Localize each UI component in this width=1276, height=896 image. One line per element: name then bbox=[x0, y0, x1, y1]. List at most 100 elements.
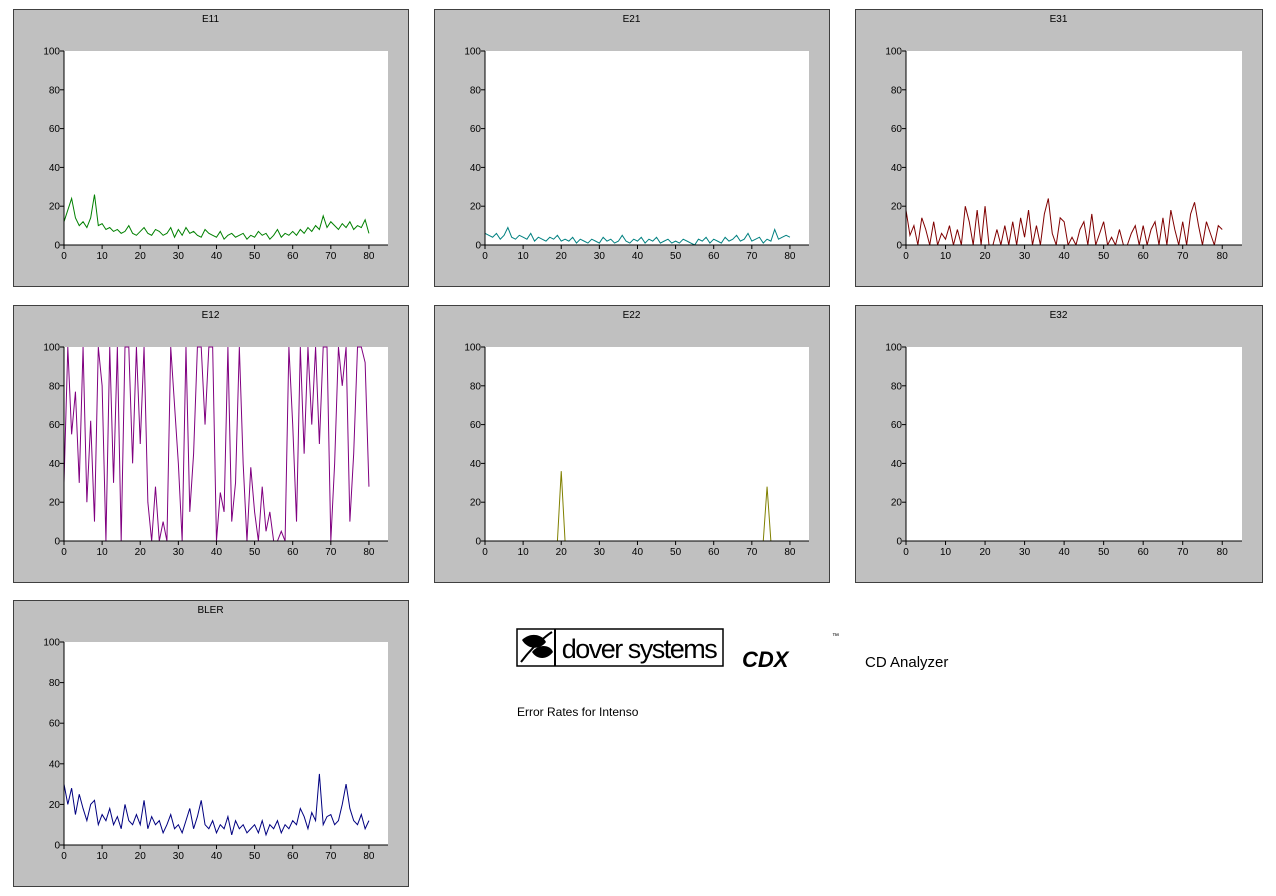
x-tick-label: 10 bbox=[518, 251, 530, 262]
x-tick-label: 10 bbox=[97, 547, 109, 558]
x-tick-label: 50 bbox=[670, 251, 682, 262]
plot-data bbox=[485, 226, 791, 245]
x-tick-label: 0 bbox=[903, 251, 909, 262]
trademark: ™ bbox=[832, 633, 839, 640]
x-tick-label: 0 bbox=[482, 547, 488, 558]
y-tick-label: 20 bbox=[470, 202, 482, 213]
x-tick-label: 70 bbox=[746, 251, 758, 262]
y-tick-label: 0 bbox=[475, 241, 481, 252]
x-tick-label: 20 bbox=[556, 251, 568, 262]
x-tick-label: 70 bbox=[325, 547, 337, 558]
plot-data bbox=[906, 198, 1223, 245]
x-tick-label: 30 bbox=[1019, 251, 1031, 262]
chart-title: E22 bbox=[623, 310, 641, 321]
x-tick-label: 50 bbox=[670, 547, 682, 558]
branding: dover systems CDX ™ CD Analyzer Error Ra… bbox=[516, 628, 948, 719]
x-tick-label: 20 bbox=[135, 251, 147, 262]
y-tick-label: 100 bbox=[464, 343, 481, 354]
x-tick-label: 70 bbox=[746, 547, 758, 558]
y-tick-label: 100 bbox=[43, 343, 60, 354]
chart-title: E21 bbox=[623, 14, 641, 25]
product-subtitle: CD Analyzer bbox=[865, 654, 948, 671]
chart-panel: BLER 0 20 40 60 80 100 0 10 20 30 40 50 60 70 80 bbox=[13, 600, 409, 887]
x-tick-label: 0 bbox=[482, 251, 488, 262]
y-tick-label: 20 bbox=[470, 498, 482, 509]
x-tick-label: 40 bbox=[211, 251, 223, 262]
y-tick-label: 20 bbox=[49, 202, 61, 213]
chart-title: E31 bbox=[1050, 14, 1068, 25]
y-tick-label: 80 bbox=[49, 381, 61, 392]
x-tick-label: 60 bbox=[1138, 547, 1150, 558]
y-tick-label: 40 bbox=[49, 163, 61, 174]
y-tick-label: 100 bbox=[885, 343, 902, 354]
y-tick-label: 80 bbox=[891, 85, 903, 96]
x-tick-label: 40 bbox=[1059, 547, 1071, 558]
x-tick-label: 60 bbox=[1138, 251, 1150, 262]
x-tick-label: 40 bbox=[632, 251, 644, 262]
x-tick-label: 10 bbox=[940, 547, 952, 558]
logo-leaf bbox=[518, 630, 554, 665]
y-tick-label: 100 bbox=[43, 47, 60, 58]
plot-data bbox=[64, 194, 370, 241]
x-tick-label: 40 bbox=[211, 547, 223, 558]
y-tick-label: 80 bbox=[49, 678, 61, 689]
y-tick-label: 60 bbox=[891, 420, 903, 431]
x-tick-label: 60 bbox=[708, 547, 720, 558]
x-tick-label: 20 bbox=[556, 547, 568, 558]
y-tick-label: 0 bbox=[896, 537, 902, 548]
x-tick-label: 80 bbox=[363, 547, 375, 558]
x-tick-label: 0 bbox=[61, 851, 67, 862]
data-line bbox=[64, 346, 370, 541]
y-tick-label: 0 bbox=[54, 241, 60, 252]
x-tick-label: 20 bbox=[135, 547, 147, 558]
plot-area bbox=[64, 51, 388, 245]
x-tick-label: 70 bbox=[325, 251, 337, 262]
x-tick-label: 80 bbox=[363, 851, 375, 862]
plot-area bbox=[906, 347, 1242, 541]
x-tick-label: 50 bbox=[1098, 251, 1110, 262]
logo-text: dover systems bbox=[562, 634, 718, 664]
x-tick-label: 10 bbox=[940, 251, 952, 262]
y-tick-label: 80 bbox=[891, 381, 903, 392]
x-tick-label: 70 bbox=[1177, 251, 1189, 262]
y-tick-label: 40 bbox=[470, 163, 482, 174]
product-name: CDX bbox=[742, 647, 790, 672]
x-tick-label: 60 bbox=[708, 251, 720, 262]
y-tick-label: 60 bbox=[470, 124, 482, 135]
x-tick-label: 50 bbox=[249, 547, 261, 558]
x-tick-label: 80 bbox=[363, 251, 375, 262]
data-line bbox=[485, 226, 791, 245]
plot-data bbox=[64, 773, 370, 837]
x-tick-label: 10 bbox=[97, 251, 109, 262]
chart-panel: E11 0 20 40 60 80 100 0 10 20 30 40 50 60 70 80 bbox=[13, 9, 409, 287]
x-tick-label: 10 bbox=[97, 851, 109, 862]
y-tick-label: 100 bbox=[885, 47, 902, 58]
x-tick-label: 80 bbox=[1217, 547, 1229, 558]
plot-area bbox=[906, 51, 1242, 245]
y-tick-label: 80 bbox=[470, 85, 482, 96]
x-tick-label: 20 bbox=[135, 851, 147, 862]
x-tick-label: 30 bbox=[594, 251, 606, 262]
y-tick-label: 100 bbox=[43, 638, 60, 649]
y-tick-label: 20 bbox=[891, 498, 903, 509]
y-tick-label: 40 bbox=[49, 759, 61, 770]
chart-title: BLER bbox=[197, 605, 223, 616]
y-tick-label: 20 bbox=[891, 202, 903, 213]
plot-area bbox=[485, 51, 809, 245]
data-line bbox=[64, 773, 370, 837]
y-tick-label: 40 bbox=[470, 459, 482, 470]
plot-area bbox=[485, 347, 809, 541]
y-tick-label: 0 bbox=[54, 537, 60, 548]
y-tick-label: 0 bbox=[475, 537, 481, 548]
x-tick-label: 20 bbox=[979, 547, 991, 558]
x-tick-label: 50 bbox=[1098, 547, 1110, 558]
chart-title: E11 bbox=[202, 14, 219, 25]
x-tick-label: 30 bbox=[173, 251, 185, 262]
y-tick-label: 20 bbox=[49, 800, 61, 811]
chart-panel: E21 0 20 40 60 80 100 0 10 20 30 40 50 60 70 80 bbox=[434, 9, 830, 287]
x-tick-label: 60 bbox=[287, 547, 299, 558]
x-tick-label: 70 bbox=[1177, 547, 1189, 558]
x-tick-label: 80 bbox=[784, 251, 796, 262]
y-tick-label: 60 bbox=[49, 719, 61, 730]
x-tick-label: 0 bbox=[903, 547, 909, 558]
